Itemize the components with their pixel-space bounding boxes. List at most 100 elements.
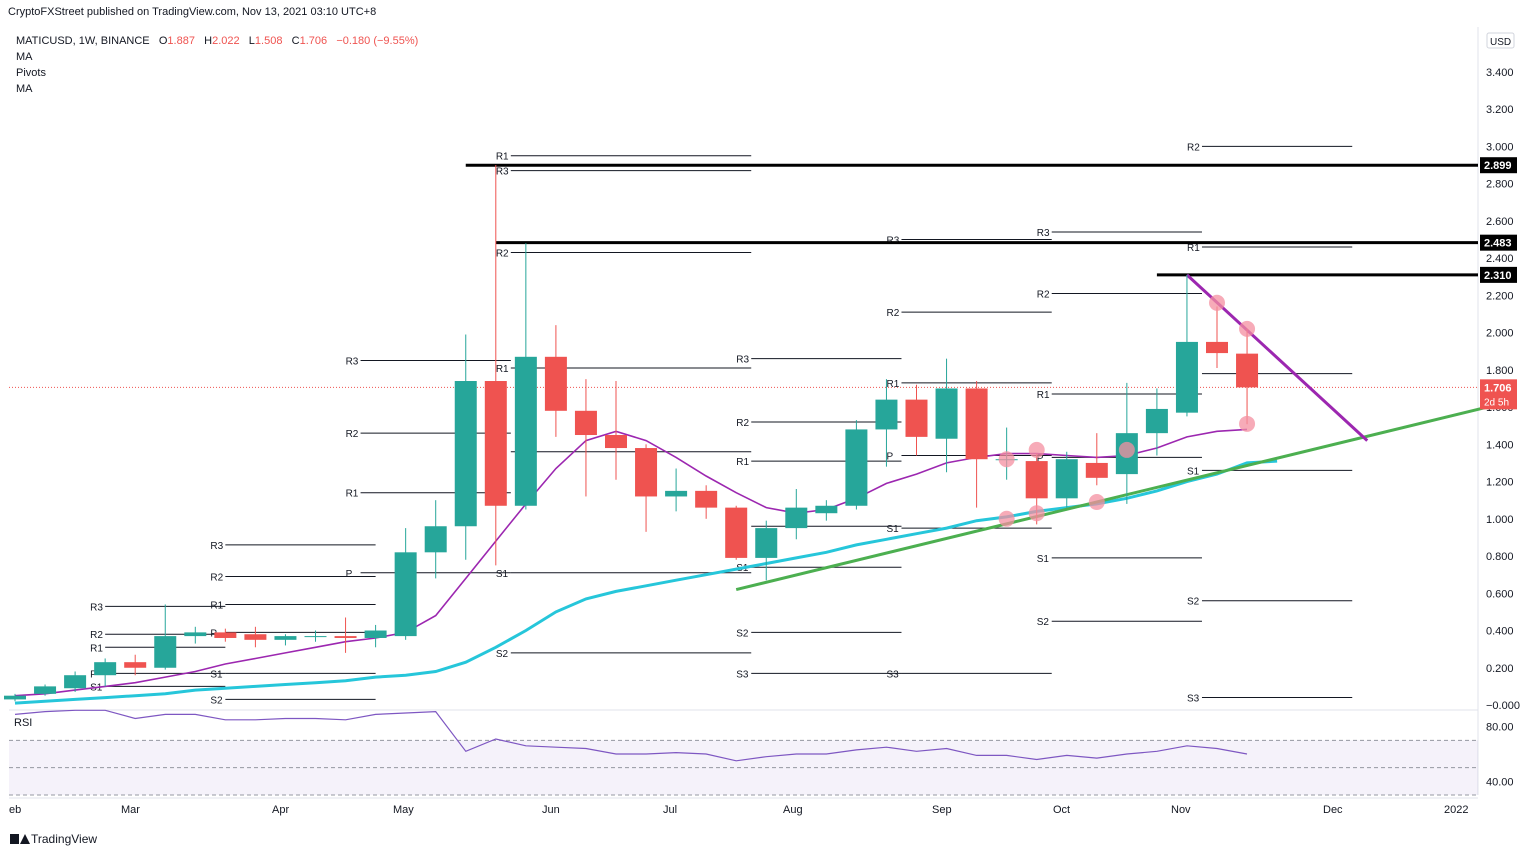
candle[interactable]: [725, 505, 748, 560]
candle[interactable]: [484, 165, 507, 566]
legend-symbol-row[interactable]: MATICUSD, 1W, BINANCE O1.887 H2.022 L1.5…: [16, 33, 418, 49]
candle[interactable]: [244, 626, 267, 648]
currency-badge[interactable]: USD: [1486, 32, 1515, 49]
candle[interactable]: [4, 693, 26, 702]
candle[interactable]: [304, 630, 327, 642]
time-tick-label: Jul: [663, 804, 677, 816]
candle[interactable]: [1085, 433, 1108, 486]
candle[interactable]: [154, 604, 177, 670]
candle[interactable]: [334, 617, 357, 653]
candle-body: [304, 636, 327, 638]
candle[interactable]: [1055, 451, 1078, 508]
candle[interactable]: [544, 325, 567, 437]
pivot-label: R3: [1037, 228, 1050, 239]
candle[interactable]: [635, 444, 658, 532]
candle-body: [244, 634, 267, 640]
highlight-dot: [998, 451, 1015, 468]
candle[interactable]: [214, 628, 237, 642]
candle-body: [64, 675, 87, 689]
candle[interactable]: [815, 500, 838, 521]
candle[interactable]: [184, 626, 207, 644]
candle[interactable]: [665, 468, 688, 512]
candle-body: [514, 356, 537, 506]
candle[interactable]: [1145, 388, 1168, 456]
pivot-label: R1: [886, 379, 899, 390]
legend-indicator-ma-2[interactable]: MA: [16, 83, 33, 95]
pivot-label: R1: [90, 643, 103, 654]
brand-label: TradingView: [31, 832, 98, 846]
price-tick-label: 3.400: [1486, 67, 1514, 79]
time-tick-label: Mar: [121, 804, 140, 816]
price-tick-label: 1.000: [1486, 514, 1514, 526]
candle[interactable]: [755, 520, 778, 581]
candle[interactable]: [124, 654, 147, 676]
legend-high: H2.022: [204, 35, 240, 47]
candle[interactable]: [64, 671, 87, 692]
price-tick-label: 0.600: [1486, 588, 1514, 600]
candle[interactable]: [574, 379, 597, 497]
pivot-label: R1: [210, 600, 223, 611]
pivot-label: R1: [496, 152, 509, 163]
pivot-label: R2: [346, 429, 359, 440]
price-tick-label: 2.400: [1486, 253, 1514, 265]
candle[interactable]: [424, 500, 447, 579]
candle[interactable]: [695, 485, 718, 519]
candle[interactable]: [1236, 328, 1259, 425]
candle[interactable]: [785, 489, 808, 540]
candle[interactable]: [364, 624, 387, 648]
candle-body: [34, 686, 57, 694]
highlight-dot: [1239, 320, 1256, 337]
pivot-label: R1: [346, 489, 359, 500]
candle[interactable]: [935, 358, 958, 473]
candles[interactable]: [4, 165, 1259, 702]
candle[interactable]: [454, 334, 477, 560]
candle[interactable]: [274, 634, 297, 646]
time-tick-label: Sep: [932, 804, 952, 816]
candle[interactable]: [514, 243, 537, 510]
legend-indicator-pivots[interactable]: Pivots: [16, 67, 46, 79]
key-level-label: 2.310: [1484, 270, 1512, 282]
candle-body: [605, 435, 627, 449]
candle[interactable]: [845, 420, 868, 510]
price-tick-label: 2.800: [1486, 179, 1514, 191]
pivot-label: R2: [1187, 142, 1200, 153]
rsi-band: [9, 740, 1478, 795]
candle-body: [905, 399, 928, 437]
candle-body: [334, 636, 357, 638]
time-tick-label: Nov: [1171, 804, 1191, 816]
pivot-label: R3: [736, 355, 749, 366]
candle-body: [274, 636, 297, 640]
candle-body: [454, 381, 477, 527]
pivot-label: R3: [210, 541, 223, 552]
candle[interactable]: [34, 684, 57, 696]
price-tick-label: 2.600: [1486, 216, 1514, 228]
candle[interactable]: [94, 658, 117, 687]
time-axis[interactable]: eb Mar Apr May Jun Jul Aug Sep Oct Nov Dec 2022: [9, 804, 1468, 816]
highlight-dot: [1028, 505, 1045, 522]
candle-body: [695, 490, 718, 508]
candle-body: [364, 630, 387, 638]
pivot-label: R2: [90, 630, 103, 641]
legend-indicator-ma-1[interactable]: MA: [16, 51, 33, 63]
candle[interactable]: [1175, 274, 1198, 417]
candle[interactable]: [394, 528, 417, 640]
pivot-label: S3: [736, 669, 749, 680]
pivot-label: R1: [496, 364, 509, 375]
candle-body: [935, 388, 958, 439]
candle[interactable]: [965, 381, 988, 508]
key-level-label: 2.899: [1484, 160, 1512, 172]
candle[interactable]: [1206, 306, 1228, 368]
candle-body: [424, 526, 447, 553]
tradingview-brand[interactable]: TradingView: [10, 832, 97, 846]
tradingview-logo-icon: [10, 834, 30, 844]
price-axis[interactable]: 3.400 3.200 3.000 2.800 2.600 2.400 2.200 2.000…: [1486, 67, 1520, 712]
rsi-tick-label: 40.00: [1486, 776, 1514, 788]
pivot-label: R2: [210, 573, 223, 584]
candle-body: [635, 448, 658, 497]
candle-body: [544, 356, 567, 411]
candle[interactable]: [905, 384, 928, 456]
candle[interactable]: [605, 381, 627, 480]
candle[interactable]: [875, 379, 898, 467]
rsi-line: [14, 709, 1248, 762]
